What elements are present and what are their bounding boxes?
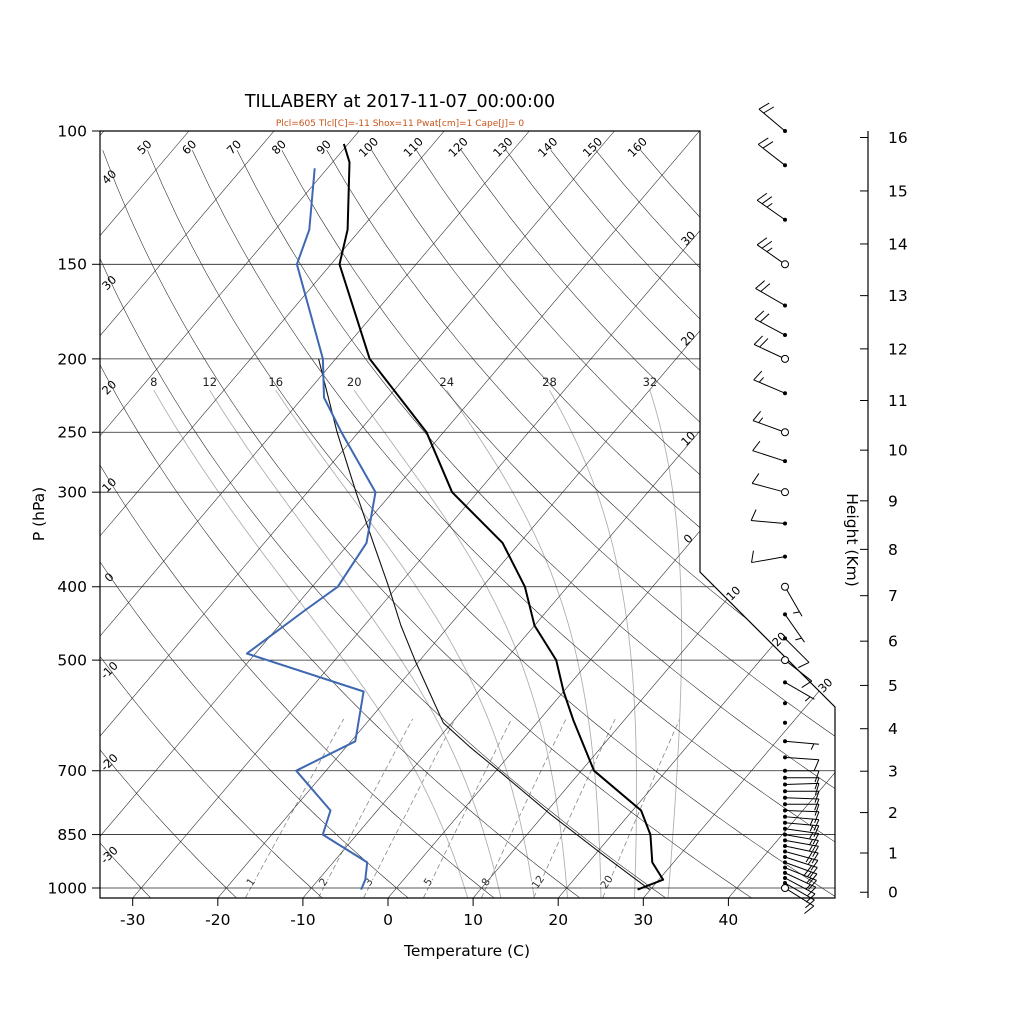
svg-text:40: 40 <box>99 167 119 187</box>
svg-text:28: 28 <box>542 375 557 389</box>
svg-text:70: 70 <box>224 137 244 157</box>
svg-text:11: 11 <box>888 392 908 410</box>
svg-text:0: 0 <box>888 884 898 902</box>
svg-text:10: 10 <box>888 442 908 460</box>
svg-text:3: 3 <box>888 763 898 781</box>
svg-text:15: 15 <box>888 182 908 200</box>
svg-text:500: 500 <box>57 652 87 670</box>
dewpoint-trace <box>245 168 377 890</box>
height-axis-title: Height (Km) <box>843 493 861 587</box>
svg-text:850: 850 <box>57 826 87 844</box>
svg-text:6: 6 <box>888 633 898 651</box>
pressure-axis-title: P (hPa) <box>30 487 48 541</box>
svg-text:100: 100 <box>356 134 381 159</box>
svg-text:7: 7 <box>888 587 898 605</box>
svg-text:-30: -30 <box>98 843 121 866</box>
grid-mixing-ratio-lines <box>245 718 681 898</box>
svg-text:20: 20 <box>678 328 698 348</box>
svg-text:16: 16 <box>888 129 908 147</box>
svg-text:-10: -10 <box>98 659 121 682</box>
svg-text:10: 10 <box>463 911 483 929</box>
plot-border <box>99 130 836 899</box>
svg-text:1000: 1000 <box>48 879 87 897</box>
svg-text:12: 12 <box>202 375 217 389</box>
temperature-trace <box>338 143 665 891</box>
svg-text:0: 0 <box>383 911 393 929</box>
svg-text:-30: -30 <box>120 911 145 929</box>
svg-text:32: 32 <box>643 375 658 389</box>
grid-line-labels: 1235812208121620242832506070809010011012… <box>96 133 837 893</box>
svg-text:30: 30 <box>99 273 119 293</box>
svg-text:13: 13 <box>888 287 908 305</box>
svg-text:12: 12 <box>530 873 548 891</box>
grid-isotherms <box>100 131 835 898</box>
svg-text:160: 160 <box>625 134 650 159</box>
svg-text:5: 5 <box>422 876 436 888</box>
svg-text:1: 1 <box>888 844 898 862</box>
svg-text:9: 9 <box>888 492 898 510</box>
svg-text:5: 5 <box>888 677 898 695</box>
svg-text:80: 80 <box>269 137 289 157</box>
grid-dry-adiabats <box>100 150 835 898</box>
chart-title: TILLABERY at 2017-11-07_00:00:00 <box>244 92 555 112</box>
svg-text:12: 12 <box>888 340 908 358</box>
svg-text:110: 110 <box>401 134 426 159</box>
svg-text:200: 200 <box>57 350 87 368</box>
svg-text:50: 50 <box>134 137 154 157</box>
svg-text:30: 30 <box>633 911 653 929</box>
svg-text:10: 10 <box>678 428 698 448</box>
temperature-axis: -30 -20 -10 0 10 20 30 40 <box>120 898 738 929</box>
parcel-trace <box>318 358 650 891</box>
svg-text:90: 90 <box>313 137 333 157</box>
pressure-axis: 100 150 200 250 300 400 500 700 850 1000 <box>48 122 100 897</box>
svg-text:150: 150 <box>580 134 605 159</box>
svg-text:150: 150 <box>57 256 87 274</box>
svg-text:8: 8 <box>150 375 157 389</box>
svg-text:120: 120 <box>445 134 470 159</box>
svg-text:100: 100 <box>57 122 87 140</box>
svg-text:40: 40 <box>719 911 739 929</box>
svg-text:250: 250 <box>57 424 87 442</box>
svg-text:60: 60 <box>179 137 199 157</box>
svg-text:400: 400 <box>57 578 87 596</box>
svg-text:1: 1 <box>244 876 258 888</box>
svg-text:24: 24 <box>439 375 454 389</box>
svg-text:2: 2 <box>317 876 331 888</box>
svg-text:4: 4 <box>888 720 898 738</box>
svg-text:700: 700 <box>57 762 87 780</box>
svg-text:-10: -10 <box>290 911 315 929</box>
svg-text:2: 2 <box>888 804 898 822</box>
parcel-info-line: Plcl=605 Tlcl[C]=-11 Shox=11 Pwat[cm]=1 … <box>276 119 524 129</box>
svg-text:300: 300 <box>57 484 87 502</box>
temperature-axis-title: Temperature (C) <box>403 942 530 960</box>
svg-text:8: 8 <box>888 541 898 559</box>
chart-root: 1235812208121620242832506070809010011012… <box>48 102 908 929</box>
svg-text:14: 14 <box>888 235 908 253</box>
svg-text:130: 130 <box>490 134 515 159</box>
grid-isobars <box>100 131 835 889</box>
wind-barb-column <box>750 102 820 914</box>
svg-text:20: 20 <box>548 911 568 929</box>
svg-text:140: 140 <box>535 134 560 159</box>
svg-text:20: 20 <box>347 375 362 389</box>
grid-moist-adiabats <box>153 389 683 898</box>
svg-text:30: 30 <box>678 228 698 248</box>
svg-text:-20: -20 <box>205 911 230 929</box>
